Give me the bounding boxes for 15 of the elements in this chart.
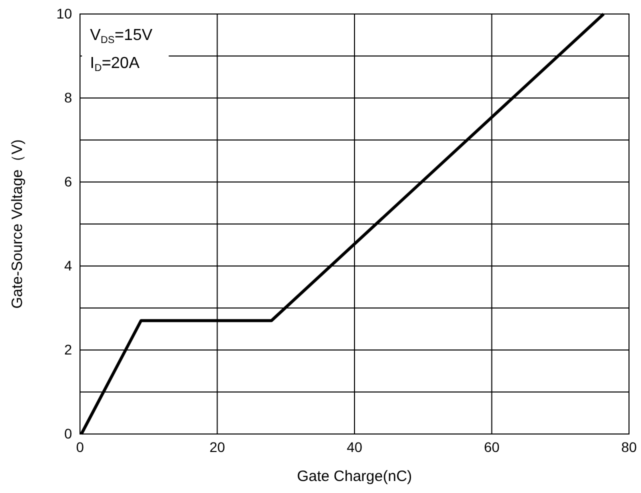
x-tick-label: 0 xyxy=(76,438,84,455)
y-axis-title: Gate-Source Voltage（V) xyxy=(9,139,26,309)
x-tick-label: 60 xyxy=(484,438,500,455)
x-tick-label: 40 xyxy=(346,438,362,455)
y-tick-label: 0 xyxy=(64,425,72,442)
y-tick-label: 2 xyxy=(64,341,72,358)
y-tick-label: 6 xyxy=(64,173,72,190)
x-axis-title: Gate Charge(nC) xyxy=(296,468,412,485)
annotation: I$_{D}$=20A xyxy=(90,55,140,74)
y-tick-label: 10 xyxy=(56,5,72,22)
y-tick-label: 4 xyxy=(64,257,72,274)
annotation: V$_{DS}$=15V xyxy=(90,27,153,46)
x-tick-label: 20 xyxy=(209,438,226,455)
x-tick-label: 80 xyxy=(621,438,637,455)
y-tick-label: 8 xyxy=(64,89,72,106)
